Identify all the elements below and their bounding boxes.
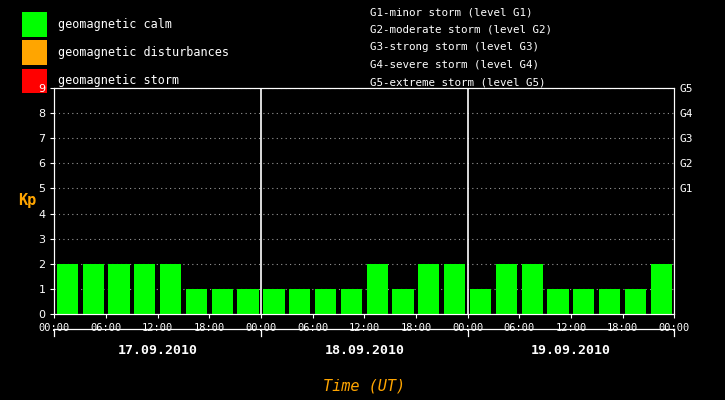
Bar [547, 289, 568, 314]
Bar [57, 264, 78, 314]
Bar [289, 289, 310, 314]
Bar [315, 289, 336, 314]
Bar [22, 40, 47, 65]
Bar [212, 289, 233, 314]
Bar [341, 289, 362, 314]
Bar [108, 264, 130, 314]
Text: 17.09.2010: 17.09.2010 [117, 344, 198, 357]
Bar [392, 289, 414, 314]
Bar [418, 264, 439, 314]
Bar [263, 289, 284, 314]
Bar [134, 264, 155, 314]
Bar [238, 289, 259, 314]
Bar [444, 264, 465, 314]
Bar [573, 289, 594, 314]
Bar [367, 264, 388, 314]
Text: 19.09.2010: 19.09.2010 [531, 344, 611, 357]
Text: G4-severe storm (level G4): G4-severe storm (level G4) [370, 60, 539, 70]
Text: G5-extreme storm (level G5): G5-extreme storm (level G5) [370, 78, 545, 88]
Bar [22, 12, 47, 37]
Bar [625, 289, 646, 314]
Text: geomagnetic disturbances: geomagnetic disturbances [58, 46, 229, 59]
Y-axis label: Kp: Kp [18, 194, 36, 208]
Bar [160, 264, 181, 314]
Text: 18.09.2010: 18.09.2010 [324, 344, 405, 357]
Text: G2-moderate storm (level G2): G2-moderate storm (level G2) [370, 25, 552, 35]
Bar [651, 264, 672, 314]
Bar [83, 264, 104, 314]
Bar [22, 69, 47, 93]
Bar [496, 264, 517, 314]
Text: G3-strong storm (level G3): G3-strong storm (level G3) [370, 42, 539, 52]
Bar [521, 264, 543, 314]
Text: G1-minor storm (level G1): G1-minor storm (level G1) [370, 7, 532, 17]
Text: Time (UT): Time (UT) [323, 378, 405, 393]
Bar [186, 289, 207, 314]
Text: geomagnetic storm: geomagnetic storm [58, 74, 179, 88]
Text: geomagnetic calm: geomagnetic calm [58, 18, 172, 31]
Bar [599, 289, 621, 314]
Bar [470, 289, 491, 314]
